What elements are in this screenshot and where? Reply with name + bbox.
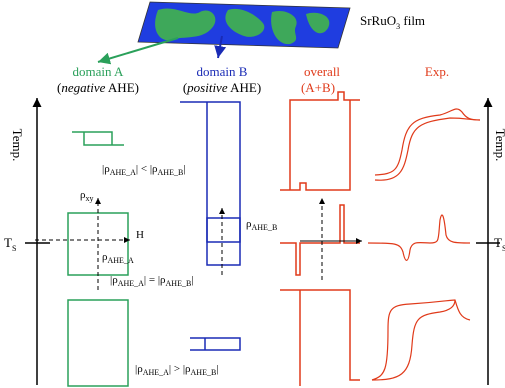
overall-loops (280, 92, 360, 386)
column-title: Exp. (425, 64, 449, 79)
text-part: AHE_B (166, 279, 192, 288)
text-part: | (216, 363, 218, 375)
text-part: AHE_B (158, 168, 184, 177)
axis-label: H (136, 229, 144, 241)
diagram: SrRuO3 film domain A (negative AHE) doma… (0, 0, 505, 388)
axis-label: Temp. (493, 129, 505, 162)
relation: |ρAHE_A| = |ρAHE_B| (110, 274, 194, 288)
text-part: S (12, 244, 16, 253)
text-part: AHE_A (118, 279, 144, 288)
text-part: AHE_A (143, 368, 169, 377)
relation: |ρAHE_A| < |ρAHE_B| (102, 163, 186, 177)
axis-label: Temp. (10, 129, 25, 162)
text-part: AHE) (105, 80, 139, 95)
domain-b-loops (180, 102, 240, 350)
exp-curves (368, 109, 480, 380)
ts-label: TS (4, 235, 16, 253)
inset-label: ρAHE_B (246, 218, 277, 232)
text-part: AHE_A (110, 168, 136, 177)
text-part: T (494, 235, 502, 250)
text-part: | > |ρ (169, 363, 191, 375)
text-part: | (191, 274, 193, 286)
text-part: T (4, 235, 12, 250)
text-part: AHE_B (191, 368, 217, 377)
text-part: negative (61, 80, 105, 95)
text-part: AHE_B (252, 223, 278, 232)
column-title: domain A (73, 64, 125, 79)
inset-label: ρAHE_A (102, 251, 134, 265)
relation: |ρAHE_A| > |ρAHE_B| (135, 363, 219, 377)
column-subtitle: (positive AHE) (183, 80, 261, 95)
column-subtitle: (A+B) (301, 80, 335, 95)
text-part: film (400, 13, 425, 28)
text-part: AHE) (228, 80, 262, 95)
column-title: domain B (197, 64, 248, 79)
text-part: | (183, 163, 185, 175)
text-part: AHE_A (108, 256, 134, 265)
column-subtitle: (negative AHE) (57, 80, 139, 95)
text-part: SrRuO (360, 13, 396, 28)
column-title: overall (304, 64, 340, 79)
film-label: SrRuO3 film (360, 13, 425, 31)
text-part: positive (186, 80, 228, 95)
text-part: | = |ρ (144, 274, 166, 286)
ts-label: TS (494, 235, 505, 253)
text-part: xy (86, 194, 94, 203)
axis-label: ρxy (80, 189, 94, 203)
text-part: | < |ρ (136, 163, 158, 175)
